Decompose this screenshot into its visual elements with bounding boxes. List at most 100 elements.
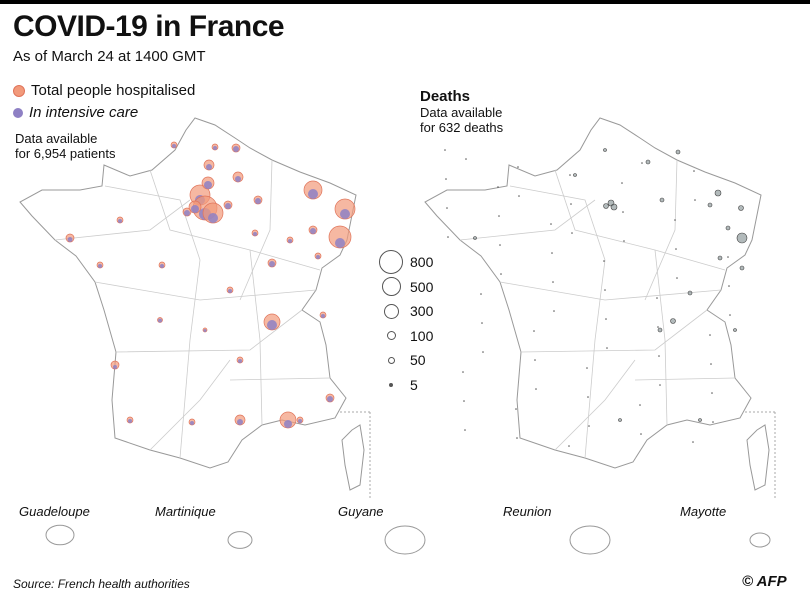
intensive-care-bubble xyxy=(237,419,243,425)
department-dot xyxy=(658,355,660,357)
department-dot xyxy=(551,252,553,254)
intensive-care-bubble xyxy=(308,189,318,199)
department-border xyxy=(149,169,321,271)
department-dot xyxy=(447,236,449,238)
department-dot xyxy=(571,232,573,234)
death-bubble xyxy=(717,255,723,261)
intensive-care-bubble xyxy=(208,213,218,223)
death-bubble xyxy=(670,318,676,324)
size-label: 5 xyxy=(410,376,418,393)
intensive-care-bubble xyxy=(190,421,194,425)
department-dot xyxy=(518,195,520,197)
department-dot xyxy=(659,384,661,386)
circle-icon xyxy=(387,356,395,364)
department-dot xyxy=(694,199,696,201)
department-dot xyxy=(656,297,658,299)
size-legend-row: 800 xyxy=(376,250,433,275)
intensive-care-bubble xyxy=(288,239,292,243)
department-dot xyxy=(587,396,589,398)
death-bubble xyxy=(736,232,748,244)
intensive-care-bubble xyxy=(128,419,132,423)
intensive-care-bubble xyxy=(158,318,162,323)
death-bubble xyxy=(473,236,477,240)
death-bubble xyxy=(714,189,722,197)
department-border xyxy=(584,259,606,459)
note-line: for 632 deaths xyxy=(420,120,504,135)
department-dot xyxy=(728,285,730,287)
department-dot xyxy=(568,445,570,447)
department-dot xyxy=(499,244,501,246)
note-line: Data available xyxy=(15,131,98,146)
department-dot xyxy=(676,277,678,279)
source-note: Source: French health authorities xyxy=(13,577,190,591)
department-dot xyxy=(464,429,466,431)
intensive-care-bubble xyxy=(267,320,277,330)
intensive-care-bubble xyxy=(253,232,257,236)
death-bubble xyxy=(739,265,745,271)
territory-outline xyxy=(227,531,253,549)
department-dot xyxy=(482,351,484,353)
department-dot xyxy=(641,162,643,164)
intensive-care-bubble xyxy=(327,396,333,402)
department-dot xyxy=(604,289,606,291)
department-dot xyxy=(446,207,448,209)
intensive-care-bubble xyxy=(321,314,325,318)
legend-label: In intensive care xyxy=(29,104,139,121)
territory-outline xyxy=(569,525,611,555)
department-dot xyxy=(445,178,447,180)
department-border xyxy=(509,185,606,261)
department-dot xyxy=(586,367,588,369)
department-border xyxy=(249,249,263,426)
death-bubble xyxy=(645,159,651,165)
death-bubble xyxy=(675,149,681,155)
department-border xyxy=(654,249,668,426)
death-bubble xyxy=(707,202,713,208)
intensive-care-bubble xyxy=(228,289,232,293)
death-bubble xyxy=(657,327,663,333)
death-bubble xyxy=(573,173,577,177)
intensive-care-bubble xyxy=(98,264,102,268)
hospital-map-outline xyxy=(19,117,357,469)
department-dot xyxy=(729,314,731,316)
deaths-title: Deaths xyxy=(420,88,471,105)
department-border xyxy=(520,309,708,353)
intensive-care-bubble xyxy=(172,144,176,148)
territory-label: Guadeloupe xyxy=(19,504,90,519)
intensive-care-bubble xyxy=(235,176,241,182)
size-legend-row: 300 xyxy=(376,299,433,324)
department-dot xyxy=(569,174,571,176)
intensive-care-bubble xyxy=(284,420,292,428)
department-dot xyxy=(693,170,695,172)
department-dot xyxy=(588,425,590,427)
intensive-care-bubble xyxy=(160,264,164,268)
deaths-map-outline xyxy=(424,117,762,469)
territory-label: Martinique xyxy=(155,504,216,519)
department-border xyxy=(634,377,736,381)
department-dot xyxy=(621,182,623,184)
size-legend-row: 100 xyxy=(376,324,433,349)
size-label: 800 xyxy=(410,254,434,271)
legend-label: Total people hospitalised xyxy=(31,82,196,99)
department-dot xyxy=(550,223,552,225)
department-dot xyxy=(535,388,537,390)
intensive-care-bubble xyxy=(340,209,350,219)
intensive-care-bubble xyxy=(298,419,302,423)
department-dot xyxy=(675,248,677,250)
department-border xyxy=(149,359,231,451)
department-border xyxy=(459,199,596,241)
death-bubble xyxy=(610,203,618,211)
department-dot xyxy=(553,310,555,312)
circle-icon xyxy=(383,303,399,319)
department-dot xyxy=(606,347,608,349)
territory-outline xyxy=(384,525,426,555)
death-bubble xyxy=(603,148,607,152)
department-border xyxy=(644,159,678,301)
death-bubble xyxy=(733,328,737,332)
intensive-care-bubble xyxy=(233,146,239,152)
department-dot xyxy=(517,166,519,168)
department-dot xyxy=(622,211,624,213)
department-dot xyxy=(570,203,572,205)
intensive-care-bubble xyxy=(310,228,316,234)
intensive-care-bubble xyxy=(67,237,73,242)
